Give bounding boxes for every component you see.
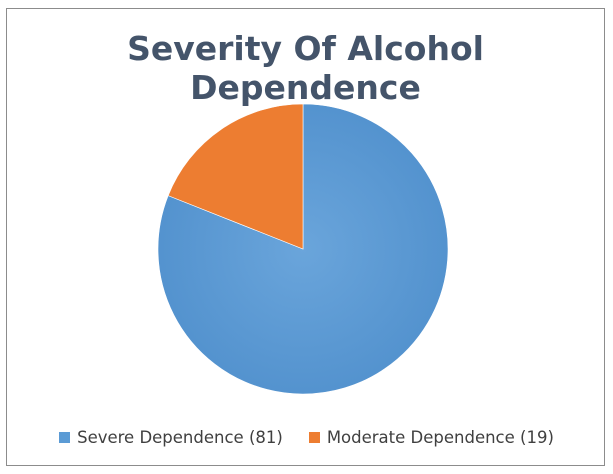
- chart-title: Severity Of Alcohol Dependence: [127, 29, 484, 107]
- legend-swatch-moderate: [308, 432, 320, 443]
- legend-item-severe: Severe Dependence (81): [59, 428, 283, 447]
- legend-swatch-severe: [59, 432, 71, 443]
- legend-label-moderate: Moderate Dependence (19): [326, 428, 554, 447]
- pie-slices: [157, 103, 449, 395]
- legend-label-severe: Severe Dependence (81): [77, 428, 283, 447]
- pie-slice-moderate: [167, 103, 304, 250]
- chart-legend: Severe Dependence (81) Moderate Dependen…: [0, 428, 613, 447]
- legend-item-moderate: Moderate Dependence (19): [308, 428, 554, 447]
